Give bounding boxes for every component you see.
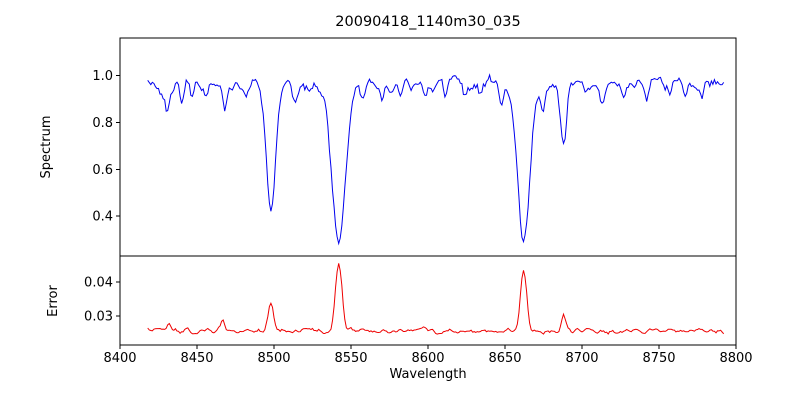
error-line [147, 263, 725, 335]
y-tick-label: 0.8 [92, 116, 113, 131]
x-tick-label: 8600 [411, 351, 444, 366]
x-tick-label: 8800 [719, 351, 752, 366]
x-tick-label: 8650 [488, 351, 521, 366]
x-tick-label: 8400 [103, 351, 136, 366]
x-axis-label: Wavelength [389, 367, 466, 382]
x-tick-label: 8550 [334, 351, 367, 366]
x-tick-label: 8450 [180, 351, 213, 366]
x-tick-label: 8700 [565, 351, 598, 366]
y-axis-label-error: Error [46, 285, 61, 317]
y-tick-label: 0.4 [92, 210, 113, 225]
chart-title: 20090418_1140m30_035 [335, 14, 520, 30]
spectrum-panel-frame [119, 37, 737, 257]
y-tick-label: 0.03 [84, 310, 113, 325]
y-tick-label: 0.6 [92, 163, 113, 178]
spectrum-line [147, 73, 725, 246]
y-tick-label: 0.04 [84, 276, 113, 291]
y-tick-label: 1.0 [92, 69, 113, 84]
y-axis-label-spectrum: Spectrum [39, 116, 54, 179]
x-tick-label: 8500 [257, 351, 290, 366]
chart-layer: 0.4 0.6 0.8 1.0 0.03 0.04 8400 8450 8500 8550 8600… [84, 37, 753, 366]
x-tick-label: 8750 [642, 351, 675, 366]
